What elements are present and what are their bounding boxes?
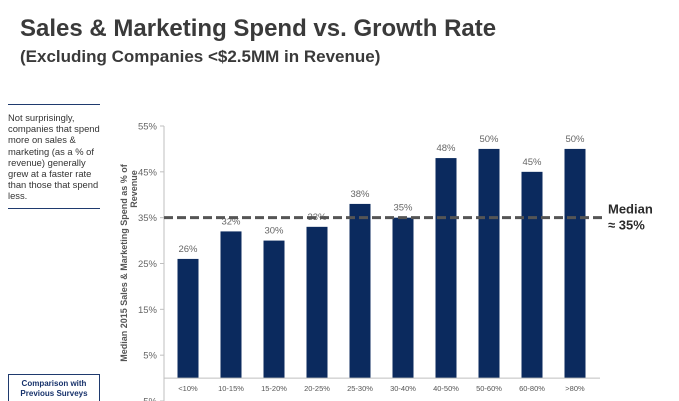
y-tick-label: -5% [140,397,157,401]
bar [263,240,285,379]
comparison-line2: Previous Surveys [20,389,88,398]
category-label: 10-15% [218,384,244,393]
category-label: 40-50% [433,384,459,393]
category-label: 20-25% [304,384,330,393]
data-label: 32% [221,216,241,227]
category-label: 30-40% [390,384,416,393]
bar [478,148,500,379]
y-axis: -5% 5% 15% 25% 35% 45% 55% [138,122,165,401]
y-axis-title-line2: Revenue [129,170,139,208]
x-axis: <10% 10-15% 15-20% 20-25% 25-30% 30-40% 40-50%… [164,377,600,393]
category-label: <10% [178,384,198,393]
category-label: 25-30% [347,384,373,393]
sidebar-note-divider [8,207,100,209]
data-label: 45% [522,157,542,168]
category-label: 60-80% [519,384,545,393]
bars [177,148,586,379]
y-axis-title-line1: Median 2015 Sales & Marketing Spend as %… [119,163,129,362]
y-tick-label: 25% [138,259,158,270]
bar [349,203,371,379]
y-tick-label: 5% [143,351,157,362]
bar [521,171,543,379]
data-label: 50% [479,134,499,145]
bar [306,226,328,379]
y-axis-title: Median 2015 Sales & Marketing Spend as %… [119,163,139,362]
comparison-line1: Comparison with [21,379,87,388]
category-label: 50-60% [476,384,502,393]
page-subtitle: (Excluding Companies <$2.5MM in Revenue) [20,47,381,66]
page-title: Sales & Marketing Spend vs. Growth Rate [20,15,497,42]
data-label: 38% [350,189,370,200]
y-tick-label: 35% [138,213,158,224]
median-label-line2: ≈ 35% [608,218,645,233]
bar [177,258,199,379]
bar [392,217,414,379]
y-tick-label: 55% [138,122,158,133]
bar [435,158,457,379]
data-label: 33% [307,212,327,223]
data-labels: 26% 32% 30% 33% 38% 35% 48% 50% 45% 50% [178,134,585,255]
bar [220,231,242,379]
category-label: 15-20% [261,384,287,393]
y-tick-label: 45% [138,167,158,178]
sidebar-note-text: Not surprisingly, companies that spend m… [8,112,100,202]
data-label: 35% [393,203,413,214]
data-label: 50% [565,134,585,145]
comparison-button[interactable]: Comparison with Previous Surveys [8,374,100,401]
y-tick-label: 15% [138,305,158,316]
bar [564,148,586,379]
category-label: >80% [565,384,585,393]
data-label: 26% [178,244,198,255]
sidebar-note: Not surprisingly, companies that spend m… [8,104,100,209]
data-label: 30% [264,226,284,237]
data-label: 48% [436,143,456,154]
median-label-line1: Median [608,202,653,217]
